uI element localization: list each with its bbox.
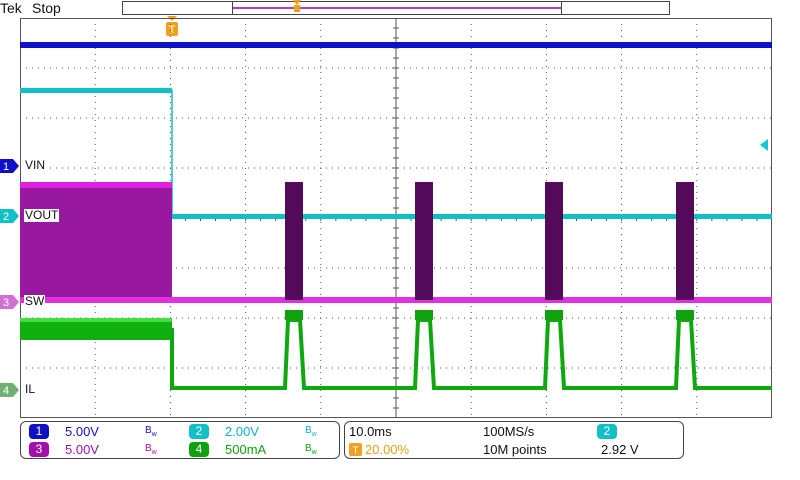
ch2-trace	[172, 214, 772, 219]
ch2-trace	[20, 88, 172, 93]
ch4-scale[interactable]: 500mA	[225, 442, 267, 457]
ch3-scale[interactable]: 5.00V	[65, 442, 99, 457]
ch4-marker-icon[interactable]: 4	[0, 383, 20, 397]
ch1-badge[interactable]: 1	[29, 424, 49, 439]
trigger-level[interactable]: 2.92 V	[601, 442, 639, 457]
ch1-bandwidth-icon: Bw	[145, 425, 157, 439]
ch4-trace	[170, 318, 772, 390]
waveforms	[20, 42, 772, 390]
ch3-trace	[20, 297, 772, 303]
ch3-burst	[545, 182, 563, 300]
ch4-trace	[20, 318, 172, 322]
waveform-display[interactable]	[20, 18, 772, 418]
trigger-position-icon	[293, 0, 301, 12]
record-view-window[interactable]	[232, 0, 562, 15]
ch3-badge[interactable]: 3	[29, 442, 49, 457]
ch4-trace-band	[20, 318, 172, 340]
ch3-marker-icon[interactable]: 3	[0, 295, 20, 309]
ch3-burst	[285, 182, 303, 300]
svg-text:4: 4	[3, 385, 9, 397]
ch3-label: SW	[24, 294, 46, 308]
brand-logo: Tek	[0, 0, 22, 16]
ch1-label: VIN	[24, 158, 47, 172]
ch3-switching-block	[20, 182, 172, 300]
ch4-burst	[285, 310, 303, 320]
svg-text:1: 1	[3, 161, 9, 173]
svg-text:2: 2	[3, 211, 9, 223]
ch3-burst	[676, 182, 694, 300]
ch2-scale[interactable]: 2.00V	[225, 424, 259, 439]
ch4-bandwidth-icon: Bw	[305, 443, 317, 457]
record-length[interactable]: 10M points	[483, 442, 547, 457]
ch4-label: IL	[24, 382, 37, 396]
ch3-bandwidth-icon: Bw	[145, 443, 157, 457]
ch4-burst	[415, 310, 433, 320]
ch2-label: VOUT	[24, 208, 60, 222]
top-status-bar: Tek Stop	[0, 0, 800, 18]
sample-rate[interactable]: 100MS/s	[483, 424, 535, 439]
trigger-t-icon-small: T	[349, 443, 362, 456]
vertical-settings-panel: 1 5.00V Bw 2 2.00V Bw 3 5.00V Bw 4 500mA…	[20, 421, 340, 459]
time-per-div[interactable]: 10.0ms	[349, 424, 392, 439]
ch4-burst	[545, 310, 563, 320]
trigger-source-badge[interactable]: 2	[597, 424, 617, 439]
ch1-trace	[20, 42, 772, 48]
svg-text:T: T	[352, 446, 358, 457]
acquisition-status: Stop	[32, 0, 61, 16]
ch2-bandwidth-icon: Bw	[305, 425, 317, 439]
trigger-position[interactable]: 20.00%	[365, 442, 410, 457]
svg-text:T: T	[169, 24, 176, 36]
ch1-scale[interactable]: 5.00V	[65, 424, 99, 439]
svg-text:3: 3	[3, 297, 9, 309]
ch2-marker-icon[interactable]: 2	[0, 209, 20, 223]
ch2-badge[interactable]: 2	[189, 424, 209, 439]
ch3-trace	[20, 182, 172, 188]
horizontal-trigger-panel: 10.0ms 100MS/s 2 T 20.00% 10M points 2.9…	[344, 421, 684, 459]
ch3-burst	[415, 182, 433, 300]
ch4-burst	[676, 310, 694, 320]
ch4-badge[interactable]: 4	[189, 442, 209, 457]
ch1-marker-icon[interactable]: 1	[0, 159, 20, 173]
trigger-level-arrow-icon[interactable]	[760, 138, 772, 152]
